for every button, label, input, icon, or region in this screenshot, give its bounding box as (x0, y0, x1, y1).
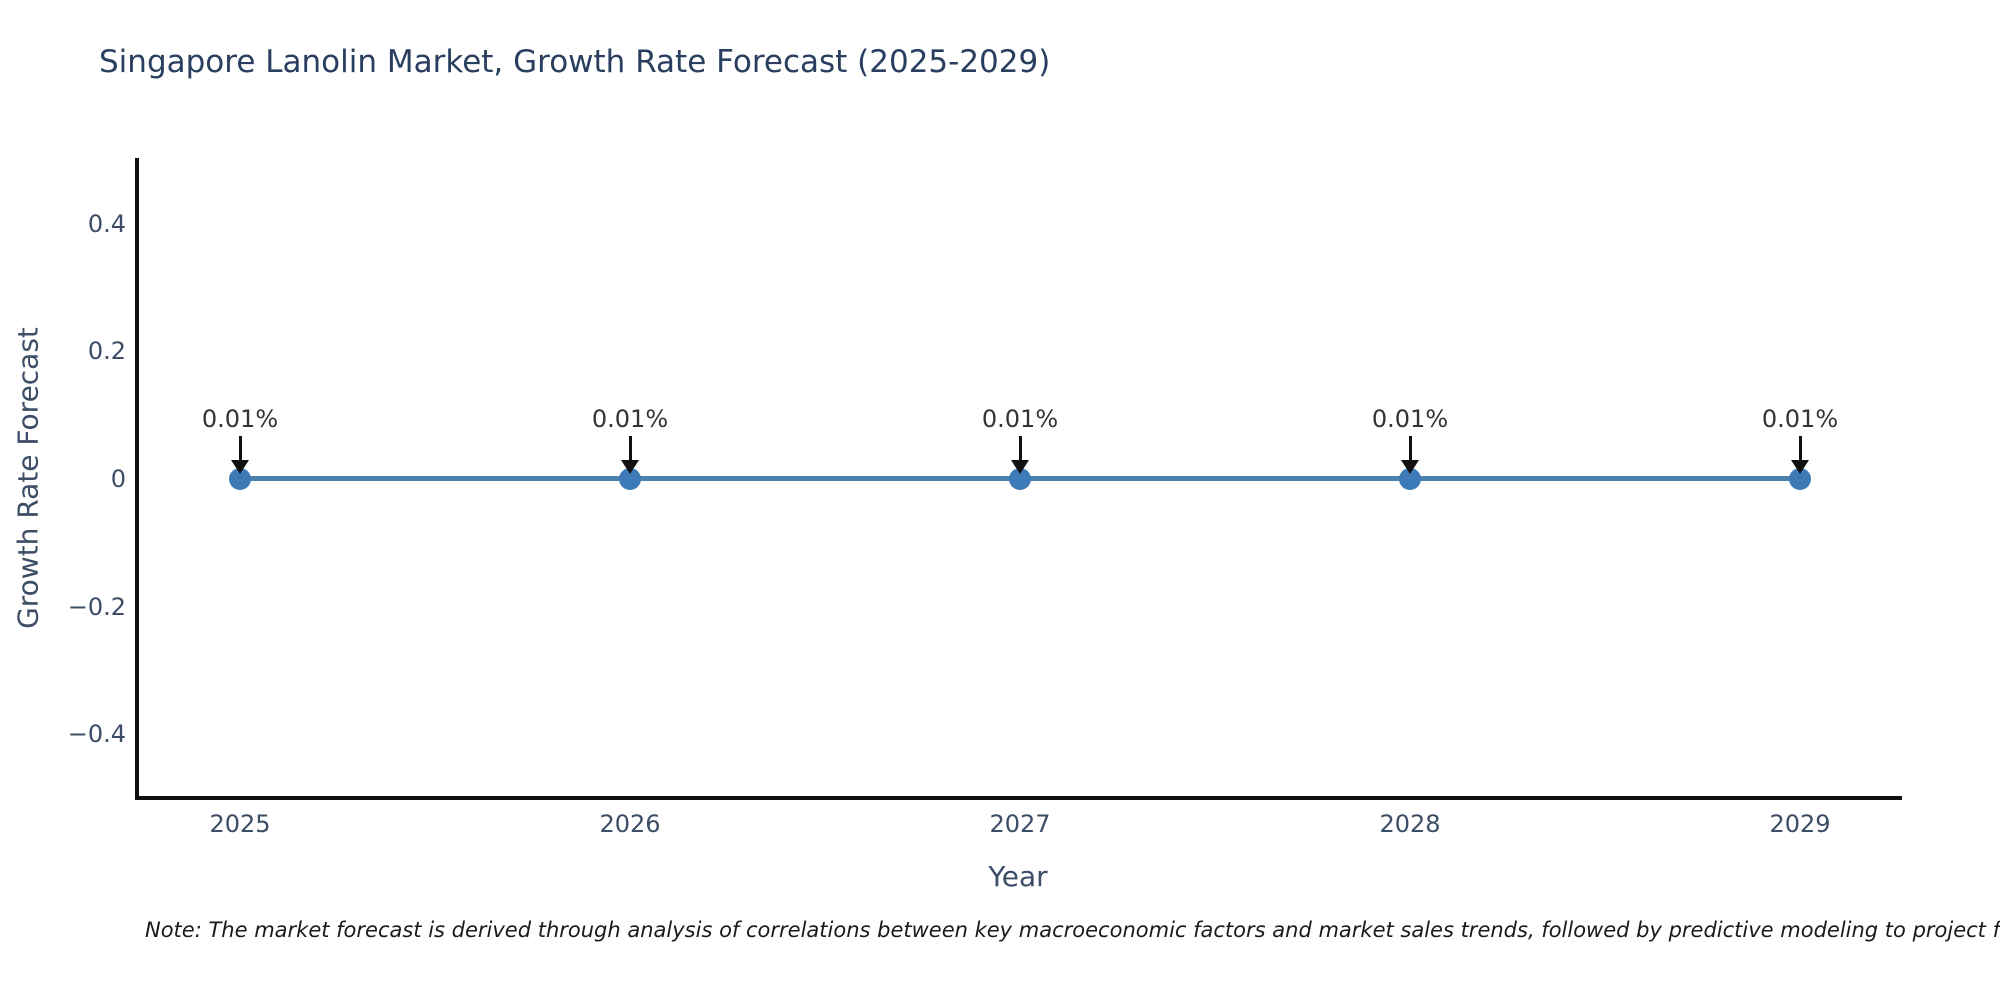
x-tick-label: 2029 (1769, 810, 1831, 838)
y-tick-label: 0 (110, 465, 126, 493)
annotation-label: 0.01% (1761, 404, 1839, 433)
line-segment (630, 476, 1020, 482)
annotation-label: 0.01% (981, 404, 1059, 433)
x-tick-label: 2028 (1379, 810, 1441, 838)
x-axis-line (135, 796, 1902, 800)
y-tick-label: −0.2 (67, 592, 126, 621)
y-tick-label: −0.4 (67, 720, 126, 749)
annotation-arrow-head (231, 459, 249, 474)
footnote: Note: The market forecast is derived thr… (145, 918, 2000, 942)
annotation-arrow-head (1401, 459, 1419, 474)
annotation-label: 0.01% (591, 404, 669, 433)
annotation-arrow-stem (238, 435, 242, 462)
annotation-arrow-stem (1798, 435, 1802, 462)
annotation-arrow-head (1011, 459, 1029, 474)
x-tick-label: 2025 (209, 810, 271, 838)
line-segment (1020, 476, 1410, 482)
annotation-arrow-head (1791, 459, 1809, 474)
annotation-arrow-stem (628, 435, 632, 462)
annotation-arrow-head (621, 459, 639, 474)
annotation-arrow-stem (1408, 435, 1412, 462)
line-segment (240, 476, 630, 482)
x-axis-title: Year (988, 860, 1048, 893)
annotation-arrow-stem (1018, 435, 1022, 462)
x-tick-label: 2026 (599, 810, 661, 838)
y-axis-line (135, 158, 139, 800)
chart-title: Singapore Lanolin Market, Growth Rate Fo… (99, 44, 1051, 80)
line-segment (1410, 476, 1800, 482)
y-tick-label: 0.4 (87, 209, 126, 238)
annotation-label: 0.01% (1371, 404, 1449, 433)
y-tick-label: 0.2 (87, 337, 126, 366)
y-axis-title: Growth Rate Forecast (11, 327, 45, 629)
x-tick-label: 2027 (989, 810, 1051, 838)
annotation-label: 0.01% (201, 404, 279, 433)
